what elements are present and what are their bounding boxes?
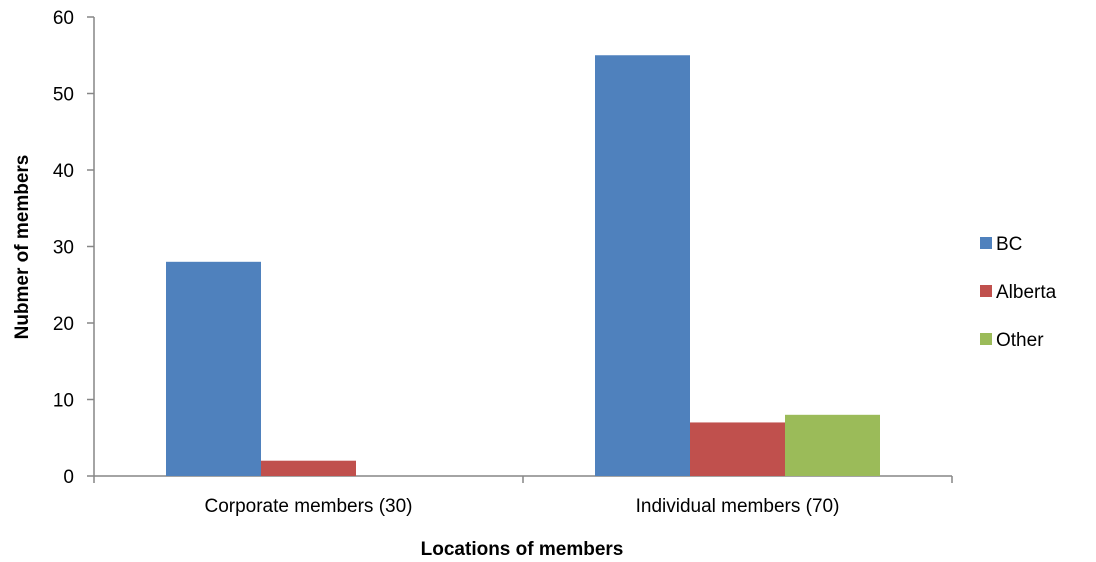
- legend-label-other: Other: [996, 330, 1044, 351]
- bar-other-individual: [785, 414, 880, 476]
- bar-alberta-individual: [690, 422, 785, 476]
- y-tick-label: 40: [53, 161, 74, 182]
- bar-alberta-corporate: [261, 460, 356, 476]
- category-labels: Corporate members (30) Individual members…: [204, 496, 839, 517]
- y-axis-title: Nubmer of members: [12, 155, 33, 340]
- x-axis-title: Locations of members: [421, 539, 624, 560]
- legend-swatch-bc: [980, 237, 992, 249]
- legend-swatch-other: [980, 333, 992, 345]
- legend-label-alberta: Alberta: [996, 282, 1057, 303]
- legend: BC Alberta Other: [980, 234, 1057, 351]
- y-tick-label: 20: [53, 314, 74, 335]
- y-tick-label: 50: [53, 85, 74, 106]
- bar-bc-individual: [595, 55, 690, 476]
- y-axis: 0 10 20 30 40 50 60: [53, 8, 95, 488]
- legend-label-bc: BC: [996, 234, 1022, 255]
- y-tick-label: 30: [53, 238, 74, 259]
- bar-bc-corporate: [166, 261, 261, 476]
- x-category-label: Individual members (70): [636, 496, 840, 517]
- bars-group: [166, 55, 880, 476]
- legend-swatch-alberta: [980, 285, 992, 297]
- y-tick-label: 0: [63, 467, 74, 488]
- x-category-label: Corporate members (30): [204, 496, 412, 517]
- x-axis: [93, 475, 953, 483]
- y-tick-label: 60: [53, 8, 74, 29]
- y-tick-label: 10: [53, 391, 74, 412]
